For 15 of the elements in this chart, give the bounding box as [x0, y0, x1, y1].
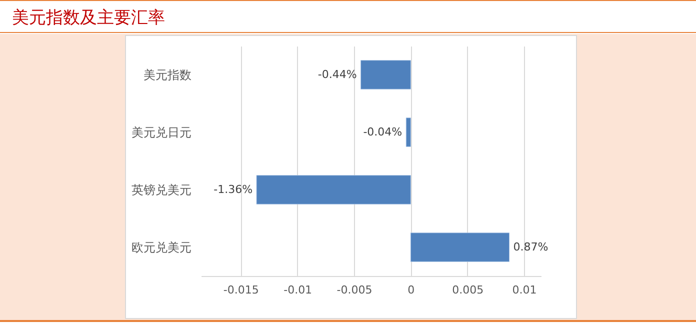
x-tick-label: -0.015: [223, 284, 259, 296]
data-label: -1.36%: [214, 182, 253, 196]
data-label: 0.87%: [513, 240, 548, 254]
y-tick-label: 欧元兑美元: [132, 240, 192, 254]
chart-title: 美元指数及主要汇率: [12, 7, 165, 29]
data-label: -0.04%: [363, 125, 402, 138]
x-tick-label: 0.005: [452, 284, 484, 296]
y-tick-label: 美元指数: [144, 68, 192, 82]
y-tick-label: 英镑兑美元: [132, 182, 192, 197]
y-tick-label: 美元兑日元: [132, 125, 192, 140]
data-label: -0.44%: [318, 68, 357, 81]
x-tick-label: 0.01: [512, 284, 537, 296]
x-tick-label: -0.005: [336, 284, 372, 296]
x-tick-label: -0.01: [284, 284, 312, 296]
x-tick-label: 0: [408, 284, 415, 296]
